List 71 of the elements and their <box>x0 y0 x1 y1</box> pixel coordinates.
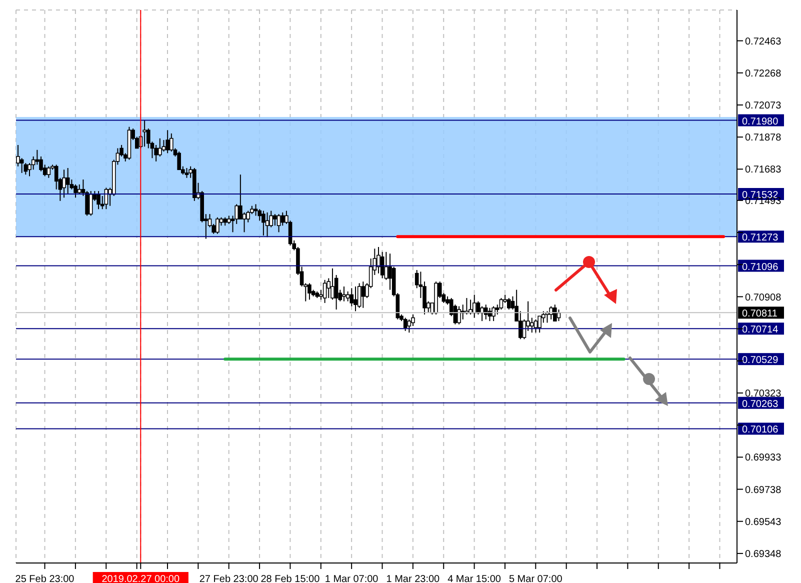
candlestick <box>534 318 538 334</box>
candlestick <box>96 190 100 210</box>
candlestick <box>184 168 189 178</box>
candlestick <box>346 290 350 302</box>
candlestick <box>322 279 327 304</box>
ref-line-label: 0.70263 <box>742 398 779 410</box>
candlestick <box>254 204 258 216</box>
candlestick <box>457 306 461 325</box>
candlestick <box>530 317 534 334</box>
candlestick <box>330 268 334 300</box>
ref-line-label: 0.70106 <box>742 424 779 436</box>
x-tick-label: 28 Feb 15:00 <box>260 574 320 583</box>
candlestick <box>66 168 70 195</box>
candlestick <box>384 251 388 280</box>
y-tick-label: 0.72268 <box>745 68 782 80</box>
x-tick-label: 1 Mar 23:00 <box>386 574 440 583</box>
x-tick-label: 4 Mar 15:00 <box>448 574 502 583</box>
candlestick <box>350 288 354 307</box>
y-tick-label: 0.71878 <box>745 132 782 144</box>
candlestick <box>549 306 553 320</box>
candlestick <box>154 144 158 162</box>
x-tick-label: 5 Mar 07:00 <box>508 574 563 583</box>
candlestick <box>20 158 24 174</box>
y-tick-label: 0.72463 <box>745 36 782 48</box>
candlestick <box>166 130 170 154</box>
candlestick <box>308 282 312 300</box>
candlestick <box>342 286 346 302</box>
candlestick <box>74 184 78 198</box>
candlestick <box>354 286 358 312</box>
candlestick <box>499 298 504 310</box>
y-tick-label: 0.70323 <box>745 388 782 400</box>
candlestick <box>158 138 162 157</box>
ref-line-label: 0.71096 <box>742 262 779 273</box>
candlestick <box>357 282 362 308</box>
candlestick <box>46 166 51 178</box>
x-tick-label: 25 Feb 23:00 <box>15 574 75 583</box>
candlestick <box>142 120 146 148</box>
y-tick-label: 0.69543 <box>745 516 782 528</box>
y-tick-label: 0.71683 <box>745 164 782 176</box>
x-tick-label: 27 Feb 23:00 <box>199 574 259 583</box>
ref-line-label: 0.71980 <box>742 116 779 128</box>
y-tick-label: 0.69738 <box>745 484 782 496</box>
ref-line-label: 0.71273 <box>742 232 779 244</box>
candlestick <box>262 210 266 236</box>
ref-line-label: 0.70529 <box>742 355 779 366</box>
candlestick <box>276 214 281 233</box>
ref-line-label: 0.70714 <box>742 324 779 336</box>
candlestick <box>162 140 166 152</box>
candlestick <box>484 304 488 320</box>
y-tick-label: 0.69933 <box>745 452 782 464</box>
candlestick <box>280 212 285 226</box>
y-tick-label: 0.69348 <box>745 549 782 560</box>
x-tick-label: 2019.02.27 00:00 <box>102 574 180 583</box>
candlestick <box>177 151 181 170</box>
candlestick <box>273 214 277 226</box>
candlestick <box>62 169 66 198</box>
candlestick <box>361 281 366 308</box>
y-tick-label: 0.72073 <box>745 100 782 112</box>
candlestick <box>88 190 93 216</box>
candlestick <box>170 132 174 152</box>
candlestick <box>77 184 82 195</box>
candlestick <box>553 304 557 322</box>
ref-line-label: 0.70811 <box>742 308 778 320</box>
candlestick <box>403 317 408 332</box>
candlestick <box>407 318 412 334</box>
candlestick <box>472 294 476 318</box>
y-tick-label: 0.70908 <box>745 292 782 304</box>
candlestick <box>506 298 511 310</box>
candlestick <box>265 212 270 238</box>
x-tick-label: 1 Mar 07:00 <box>324 574 379 583</box>
candlestick <box>216 216 220 234</box>
